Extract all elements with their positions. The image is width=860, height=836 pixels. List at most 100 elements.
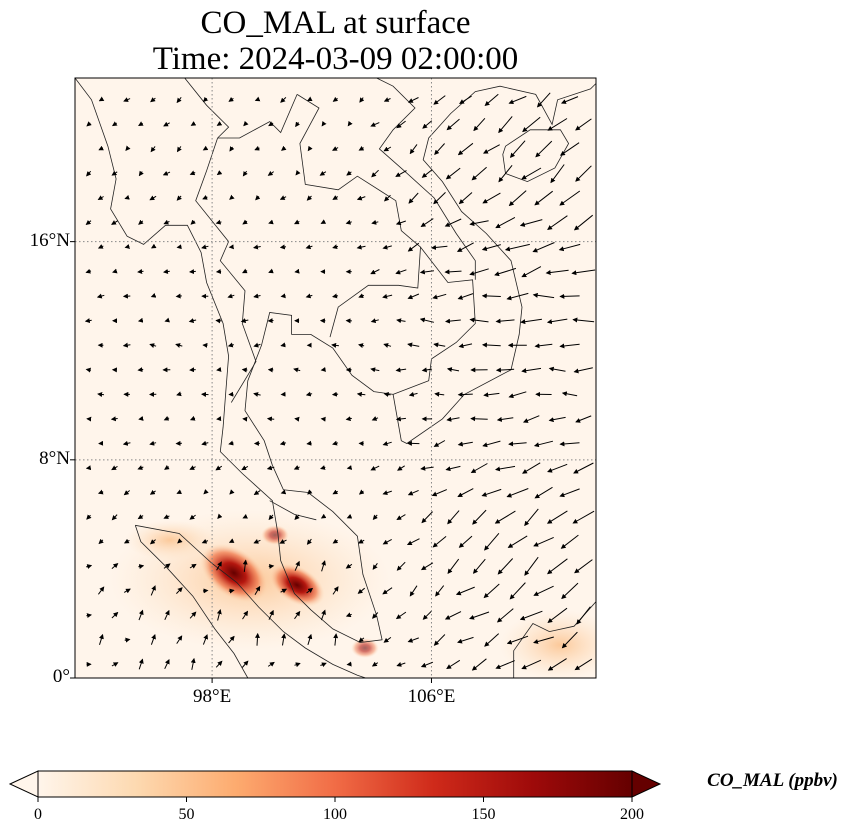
wind-arrow [470, 463, 488, 473]
wind-arrow [573, 214, 594, 231]
wind-arrow [422, 610, 432, 620]
colorbar-tick-label: 50 [178, 806, 195, 823]
wind-arrow [111, 662, 119, 667]
co-concentration-field [110, 510, 596, 678]
wind-arrow [321, 560, 326, 572]
wind-arrow [149, 539, 156, 545]
wind-arrow [359, 97, 365, 103]
wind-arrow [519, 219, 543, 227]
wind-arrow [535, 140, 553, 158]
wind-arrow [444, 218, 462, 227]
wind-arrow [137, 317, 144, 323]
coastline-sumatra [135, 524, 366, 678]
wind-arrow [307, 96, 313, 102]
wind-arrow [254, 585, 261, 595]
wind-arrow [434, 143, 445, 156]
wind-arrow [267, 661, 275, 667]
wind-arrow [382, 490, 392, 496]
wind-arrow [137, 269, 144, 274]
wind-arrow [345, 416, 352, 422]
colorbar [8, 770, 662, 802]
wind-arrow [242, 268, 248, 274]
wind-arrow [495, 465, 516, 472]
wind-arrow [294, 416, 300, 422]
wind-arrow [216, 170, 223, 176]
map-canvas [70, 77, 597, 683]
wind-arrow [420, 661, 434, 668]
wind-arrow [228, 635, 235, 644]
wind-arrow [254, 632, 260, 646]
wind-arrow [509, 582, 526, 600]
wind-arrow [382, 293, 393, 299]
wind-arrow [149, 489, 156, 495]
wind-arrow [508, 95, 527, 105]
wind-arrow [150, 585, 156, 596]
wind-arrow [455, 586, 475, 596]
wind-arrow [457, 392, 473, 398]
wind-arrow [545, 269, 569, 275]
wind-arrow [422, 120, 433, 129]
wind-arrow [574, 658, 593, 671]
wind-arrow [457, 488, 474, 497]
wind-arrow [407, 242, 420, 252]
border-thailand-malaysia [269, 500, 317, 521]
wind-arrow [254, 96, 261, 102]
coastlines-and-borders [75, 78, 596, 678]
wind-arrow [333, 633, 339, 646]
wind-arrow [112, 268, 118, 274]
wind-arrow [163, 514, 170, 519]
wind-arrow [383, 636, 392, 643]
wind-arrow [483, 392, 500, 398]
wind-arrow [84, 318, 92, 323]
wind-arrow [97, 586, 105, 595]
wind-arrow [396, 514, 406, 521]
wind-arrow [469, 611, 490, 620]
wind-arrow [305, 391, 313, 397]
wind-arrow [345, 612, 352, 618]
wind-arrow [445, 318, 461, 324]
co-plume-hotspot [199, 543, 269, 603]
wind-arrow [305, 293, 313, 299]
wind-arrow [215, 465, 223, 471]
wind-arrow [150, 292, 157, 298]
wind-arrow [559, 343, 580, 349]
wind-arrow [111, 611, 119, 619]
wind-arrow [96, 293, 105, 299]
wind-arrow [280, 97, 287, 103]
wind-arrow [295, 170, 301, 176]
wind-arrow [175, 293, 182, 299]
wind-arrow [320, 366, 326, 372]
wind-arrow [177, 538, 183, 544]
wind-arrow [215, 660, 223, 668]
wind-arrow [217, 513, 223, 520]
wind-arrow [547, 558, 568, 575]
wind-arrow [519, 610, 543, 621]
wind-arrow [266, 416, 275, 422]
wind-arrow [163, 219, 170, 225]
wind-arrow [370, 122, 380, 127]
wind-arrow [457, 293, 474, 300]
map-title: CO_MAL at surface [200, 5, 471, 41]
wind-arrow [481, 244, 501, 251]
wind-arrow [123, 490, 131, 496]
wind-arrow [307, 489, 313, 495]
wind-arrow [346, 513, 353, 519]
wind-arrow [522, 415, 540, 423]
wind-arrow [124, 194, 130, 200]
wind-arrow [202, 195, 208, 200]
wind-arrow [407, 97, 419, 103]
wind-arrow [215, 268, 222, 274]
wind-arrow [97, 244, 104, 249]
map-time-subtitle: Time: 2024-03-09 02:00:00 [152, 41, 519, 77]
wind-arrow [228, 96, 234, 102]
wind-arrow [546, 318, 568, 325]
wind-arrow [548, 366, 566, 372]
wind-arrow [482, 440, 501, 448]
wind-arrow [86, 121, 92, 127]
wind-arrow [243, 120, 249, 127]
wind-arrow [176, 489, 182, 495]
wind-arrow [306, 440, 312, 446]
wind-arrow [498, 116, 513, 134]
wind-arrow [281, 145, 287, 151]
wind-arrow [495, 318, 515, 324]
